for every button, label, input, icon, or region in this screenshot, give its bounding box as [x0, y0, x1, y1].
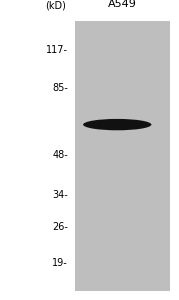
Text: 26-: 26- — [52, 221, 68, 232]
Text: 19-: 19- — [52, 258, 68, 268]
Bar — [75, 21, 170, 291]
Text: 48-: 48- — [52, 150, 68, 160]
Text: 34-: 34- — [52, 190, 68, 200]
Text: (kD): (kD) — [45, 1, 66, 10]
Text: 117-: 117- — [46, 45, 68, 55]
Text: A549: A549 — [108, 0, 137, 9]
Ellipse shape — [83, 119, 151, 130]
Text: 85-: 85- — [52, 82, 68, 93]
